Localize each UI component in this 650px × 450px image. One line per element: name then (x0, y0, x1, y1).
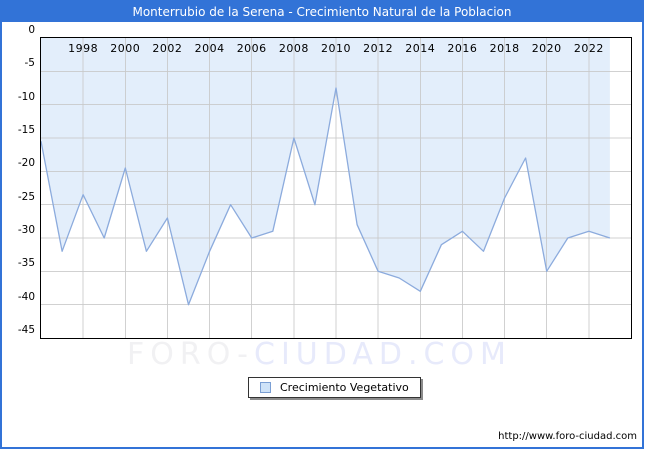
y-tick-label: -40 (17, 290, 35, 303)
footer-url[interactable]: http://www.foro-ciudad.com (498, 431, 637, 442)
x-tick-label: 2002 (152, 42, 183, 55)
plot-area: 1998 2000 2002 2004 2006 2008 2010 2012 2014 2016… (40, 37, 632, 339)
x-tick-label: 2004 (194, 42, 225, 55)
y-tick-label: -10 (17, 90, 35, 103)
area-chart-canvas (41, 38, 631, 338)
y-tick-label: 0 (28, 24, 35, 36)
y-tick-label: -25 (17, 190, 35, 203)
y-tick-label: -5 (24, 57, 35, 70)
x-tick-label: 2012 (363, 42, 394, 55)
legend-swatch-icon (260, 382, 271, 393)
legend-box[interactable]: Crecimiento Vegetativo (248, 377, 421, 398)
y-tick-label: -45 (17, 324, 35, 336)
chart-title: Monterrubio de la Serena - Crecimiento N… (132, 5, 512, 19)
x-tick-label: 2014 (405, 42, 436, 55)
x-tick-label: 1998 (68, 42, 99, 55)
y-tick-label: -15 (17, 124, 35, 136)
title-bar: Monterrubio de la Serena - Crecimiento N… (2, 2, 642, 22)
x-tick-label: 2010 (321, 42, 351, 55)
x-tick-label: 2006 (236, 42, 267, 55)
legend-label: Crecimiento Vegetativo (280, 381, 409, 394)
x-tick-label: 2022 (573, 42, 604, 55)
y-tick-label: -35 (17, 257, 35, 270)
x-tick-label: 2020 (531, 42, 562, 55)
x-tick-label: 2000 (110, 42, 141, 55)
y-axis-labels: 0 -5 -10 -15 -20 -25 -30 -35 -40 -45 (2, 2, 38, 450)
watermark-foro: FORO- (127, 337, 254, 372)
x-tick-label: 2018 (489, 42, 520, 55)
y-tick-label: -20 (17, 157, 35, 170)
x-tick-label: 2008 (278, 42, 309, 55)
watermark: FORO-CIUDAD.COM (127, 337, 512, 372)
y-tick-label: -30 (17, 224, 35, 236)
watermark-ciudad: CIUDAD.COM (254, 337, 512, 372)
x-tick-label: 2016 (447, 42, 478, 55)
